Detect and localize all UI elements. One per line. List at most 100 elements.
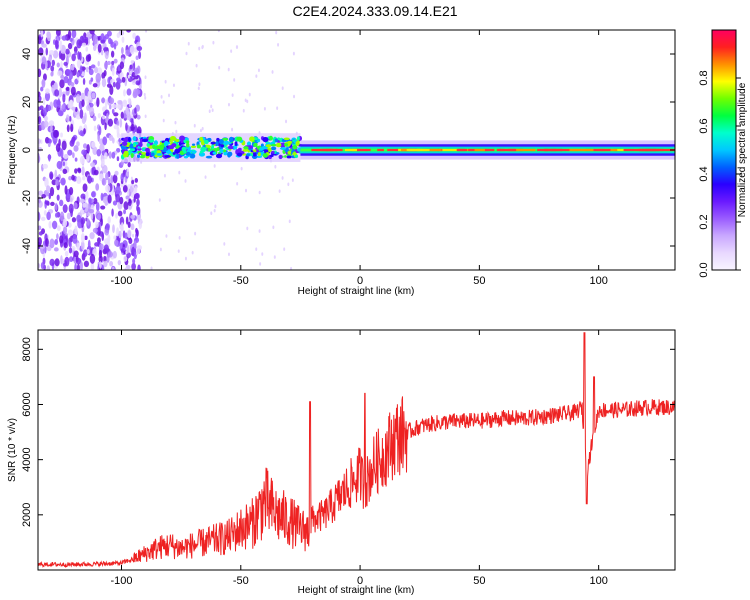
noise-blob bbox=[66, 212, 71, 220]
noise-blob bbox=[62, 161, 66, 167]
noise-blob bbox=[111, 151, 116, 159]
noise-blob bbox=[93, 169, 99, 176]
noise-blob bbox=[116, 120, 120, 127]
noise-blob bbox=[69, 37, 73, 42]
noise-blob bbox=[105, 223, 110, 231]
noise-blob bbox=[81, 42, 87, 47]
noise-blob bbox=[62, 154, 69, 159]
noise-blob bbox=[112, 174, 118, 184]
noise-blob bbox=[98, 255, 103, 263]
noise-blob bbox=[67, 149, 73, 156]
noise-blob bbox=[86, 152, 90, 162]
mid-band-blob bbox=[279, 147, 287, 150]
noise-blob bbox=[54, 89, 60, 97]
noise-blob bbox=[49, 238, 55, 249]
noise-blob bbox=[74, 263, 77, 270]
noise-blob bbox=[44, 91, 51, 102]
noise-blob bbox=[56, 160, 63, 170]
noise-blob bbox=[104, 122, 107, 131]
noise-blob bbox=[69, 197, 73, 203]
mid-band-blob bbox=[180, 138, 184, 144]
noise-blob bbox=[134, 67, 139, 76]
noise-blob bbox=[82, 183, 88, 192]
noise-blob bbox=[101, 178, 107, 186]
noise-speck bbox=[214, 204, 217, 209]
mid-band-blob bbox=[123, 137, 129, 143]
noise-blob bbox=[89, 253, 96, 264]
noise-blob bbox=[88, 197, 92, 204]
noise-speck bbox=[126, 168, 129, 173]
noise-blob bbox=[44, 200, 50, 205]
mid-band-blob bbox=[256, 155, 263, 158]
noise-blob bbox=[115, 193, 121, 203]
noise-speck bbox=[255, 74, 258, 78]
noise-blob bbox=[53, 129, 59, 138]
noise-blob bbox=[115, 213, 118, 219]
noise-blob bbox=[117, 260, 122, 266]
noise-blob bbox=[41, 56, 47, 65]
mid-band-blob bbox=[193, 150, 197, 153]
noise-speck bbox=[201, 126, 204, 131]
noise-blob bbox=[79, 108, 84, 119]
noise-blob bbox=[127, 221, 131, 229]
noise-speck bbox=[144, 114, 147, 119]
noise-speck bbox=[227, 67, 230, 72]
mid-band-blob bbox=[262, 137, 269, 143]
noise-blob bbox=[71, 30, 77, 39]
noise-blob bbox=[46, 265, 51, 270]
noise-blob bbox=[134, 192, 140, 200]
noise-blob bbox=[72, 152, 75, 159]
noise-blob bbox=[88, 68, 94, 76]
noise-blob bbox=[77, 51, 81, 60]
noise-blob bbox=[127, 161, 131, 168]
noise-blob bbox=[38, 95, 42, 103]
high-band-peak bbox=[400, 148, 407, 152]
noise-speck bbox=[198, 46, 201, 51]
mid-band-blob bbox=[176, 153, 180, 159]
noise-blob bbox=[76, 263, 80, 270]
mid-band-blob bbox=[175, 138, 180, 143]
noise-blob bbox=[120, 248, 124, 253]
noise-blob bbox=[118, 230, 122, 239]
noise-blob bbox=[124, 232, 128, 240]
mid-band-blob bbox=[294, 154, 299, 159]
noise-blob bbox=[111, 103, 117, 109]
noise-speck bbox=[127, 74, 130, 79]
mid-band-blob bbox=[200, 146, 207, 153]
noise-speck bbox=[184, 256, 187, 261]
noise-speck bbox=[231, 127, 234, 132]
noise-blob bbox=[128, 198, 132, 207]
noise-blob bbox=[68, 175, 72, 181]
noise-blob bbox=[132, 258, 136, 265]
noise-blob bbox=[82, 202, 87, 208]
mid-band-blob bbox=[266, 147, 272, 150]
mid-band-blob bbox=[227, 152, 232, 158]
noise-blob bbox=[38, 36, 42, 45]
noise-blob bbox=[100, 158, 105, 167]
spectrogram-x-axis-label: Height of straight line (km) bbox=[298, 286, 415, 297]
noise-blob bbox=[68, 203, 74, 214]
snr-x-tick-label: 0 bbox=[357, 575, 363, 587]
noise-blob bbox=[98, 243, 104, 251]
noise-speck bbox=[242, 108, 245, 113]
noise-blob bbox=[49, 50, 55, 56]
noise-speck bbox=[208, 109, 211, 114]
noise-blob bbox=[61, 35, 68, 41]
noise-blob bbox=[134, 178, 138, 183]
noise-speck bbox=[210, 211, 213, 216]
mid-band-blob bbox=[246, 153, 251, 157]
noise-blob bbox=[81, 149, 87, 156]
noise-blob bbox=[96, 149, 102, 157]
high-band-peak bbox=[530, 148, 536, 152]
noise-blob bbox=[80, 209, 85, 215]
mid-band-blob bbox=[169, 135, 177, 141]
mid-band-blob bbox=[216, 137, 220, 142]
noise-blob bbox=[74, 157, 78, 162]
noise-speck bbox=[236, 181, 239, 186]
mid-band-blob bbox=[196, 144, 201, 149]
noise-speck bbox=[277, 42, 280, 47]
noise-blob bbox=[54, 212, 59, 218]
mid-band-blob bbox=[238, 147, 242, 152]
mid-band-blob bbox=[210, 141, 216, 145]
noise-blob bbox=[67, 30, 72, 40]
